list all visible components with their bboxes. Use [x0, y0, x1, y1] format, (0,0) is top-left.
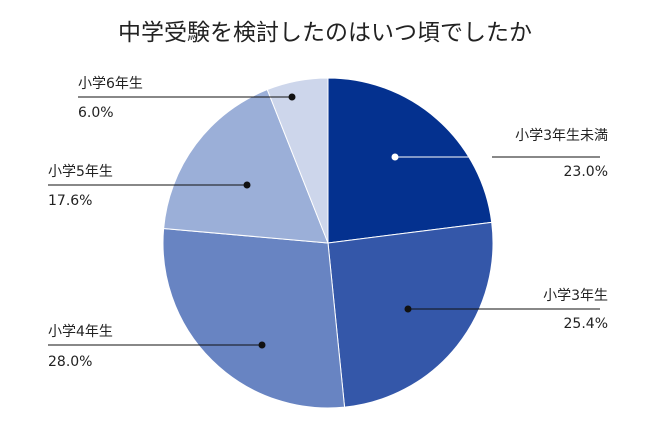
slice-labels: 小学3年生未満 23.0% 小学3年生 25.4% 小学4年生 28.0% 小学5年生 17.…: [48, 76, 608, 370]
slice-label-5: 小学6年生: [78, 76, 143, 92]
slice-value-label-5: 6.0%: [78, 105, 114, 121]
leader-lines: [48, 93, 600, 349]
pie-slice-2: [327, 221, 494, 408]
slice-label-2: 小学3年生: [543, 288, 608, 304]
leader-dot-3: [258, 341, 266, 349]
slice-value-label-3: 28.0%: [48, 354, 92, 370]
slice-value-label-4: 17.6%: [48, 193, 92, 209]
pie-slice-5: [266, 77, 329, 244]
pie-slices: [162, 77, 494, 409]
leader-dot-1: [391, 153, 399, 161]
leader-dot-5: [288, 93, 296, 101]
slice-value-label-2: 25.4%: [564, 316, 608, 332]
leader-dot-4: [243, 181, 251, 189]
slice-value-label-1: 23.0%: [564, 164, 608, 180]
slice-label-3: 小学4年生: [48, 324, 113, 340]
slice-label-1: 小学3年生未満: [515, 128, 608, 144]
pie-slice-3: [162, 227, 346, 409]
slice-label-4: 小学5年生: [48, 164, 113, 180]
leader-dot-2: [404, 305, 412, 313]
pie-slice-1: [327, 77, 493, 244]
chart-title: 中学受験を検討したのはいつ頃でしたか: [118, 20, 532, 46]
